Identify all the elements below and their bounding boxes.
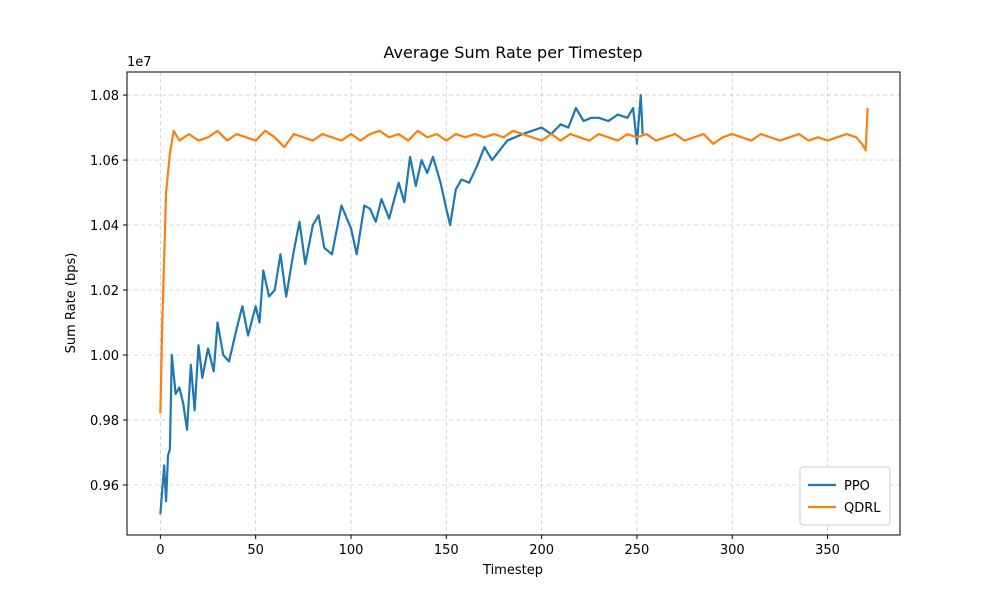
y-tick-label: 1.04 [90,219,119,234]
y-tick-label: 1.00 [90,349,119,364]
x-tick-label: 200 [529,543,554,558]
chart-title: Average Sum Rate per Timestep [384,43,643,62]
y-axis-label: Sum Rate (bps) [64,253,79,354]
x-tick-label: 350 [815,543,840,558]
plot-frame [126,71,901,536]
x-tick-label: 50 [247,543,264,558]
y-offset-label: 1e7 [127,55,152,70]
y-tick-label: 1.06 [90,154,119,169]
x-tick-label: 300 [720,543,745,558]
y-tick-label: 0.98 [90,414,119,429]
legend-box [799,466,891,526]
series-line [159,93,644,515]
x-tick-label: 250 [625,543,650,558]
x-tick-label: 0 [156,543,164,558]
y-tick-label: 0.96 [90,479,119,494]
x-axis-label: Timestep [482,563,543,578]
legend-label: PPO [844,479,870,494]
series-line [159,108,869,414]
y-tick-label: 1.08 [90,89,119,104]
legend-label: QDRL [844,501,881,516]
x-tick-label: 150 [434,543,459,558]
x-tick-label: 100 [339,543,364,558]
y-tick-label: 1.02 [90,284,119,299]
